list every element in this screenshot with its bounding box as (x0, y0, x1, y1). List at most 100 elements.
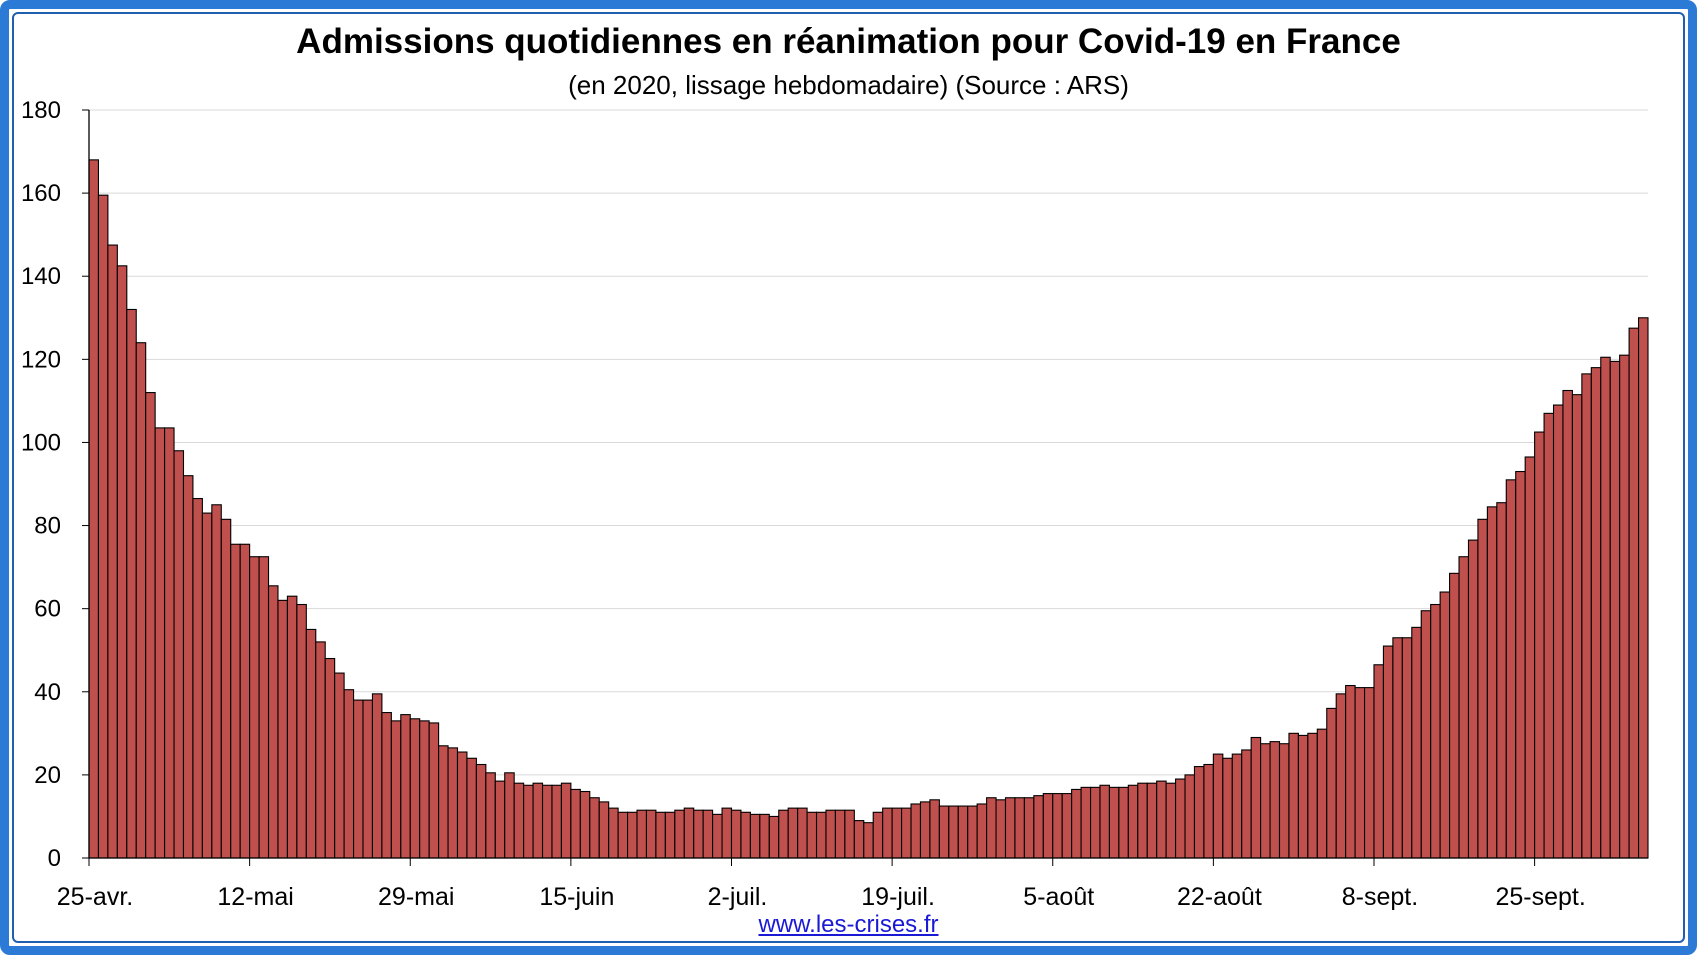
bar (532, 782, 544, 859)
chart-frame-inner-border (12, 12, 1685, 943)
bar (371, 693, 383, 859)
bar (929, 799, 940, 859)
bar (1562, 389, 1573, 859)
bar (1288, 732, 1299, 859)
bar (1543, 412, 1555, 859)
bar (1137, 782, 1148, 859)
bar (97, 194, 109, 859)
bar (853, 820, 865, 859)
bar (1505, 479, 1517, 859)
bar (1297, 734, 1309, 859)
y-tick-label: 120 (21, 346, 61, 373)
bar (88, 159, 99, 859)
bar (1278, 743, 1290, 859)
bar (617, 811, 629, 859)
bar (1609, 360, 1621, 859)
bar (768, 815, 780, 859)
bar (466, 757, 477, 859)
bar (967, 805, 978, 859)
bar (1600, 356, 1611, 859)
x-tick-label: 19-juil. (861, 883, 935, 911)
bar (740, 811, 751, 859)
bar (655, 811, 666, 859)
bar (1118, 786, 1129, 859)
bar (438, 745, 449, 859)
bar (1534, 431, 1545, 859)
x-tick-label: 29-mai (378, 883, 454, 911)
bar (1023, 797, 1035, 859)
bar (494, 780, 506, 859)
bar (730, 809, 742, 859)
bar (249, 556, 260, 859)
bar (797, 807, 808, 859)
bar (1571, 394, 1583, 859)
bar (627, 811, 638, 859)
bar (759, 813, 770, 859)
bars (88, 159, 1649, 859)
bar (541, 784, 553, 859)
bar (145, 392, 156, 859)
bar (1458, 556, 1470, 859)
bar (1439, 591, 1451, 859)
bar (778, 809, 789, 859)
bar (1156, 780, 1167, 859)
bar (277, 599, 288, 859)
bar (1014, 797, 1025, 859)
bar (1392, 637, 1403, 859)
bar (409, 718, 421, 859)
y-tick-labels: 0 20 40 60 80 100 120 140 160 180 (21, 97, 61, 872)
bar (598, 801, 610, 859)
y-tick-label: 40 (34, 679, 61, 706)
bar (1364, 687, 1375, 859)
y-tick-label: 100 (21, 429, 61, 456)
bar (1231, 753, 1243, 859)
bar (192, 497, 203, 859)
bar (1373, 664, 1384, 859)
bar (1061, 793, 1073, 859)
x-tick-label: 2-juil. (708, 883, 768, 911)
bar (1411, 626, 1422, 859)
chart-title: Admissions quotidiennes en réanimation p… (296, 22, 1401, 61)
bar (164, 427, 175, 859)
bar (220, 518, 232, 859)
x-tick-label: 12-mai (217, 883, 293, 911)
bar (1203, 763, 1214, 859)
bar (863, 822, 874, 859)
bar (721, 807, 733, 859)
bar (1316, 728, 1328, 859)
bar (1042, 793, 1054, 859)
bar (475, 763, 487, 859)
y-tick-label: 80 (34, 513, 61, 540)
bar (1165, 782, 1177, 859)
bar (1080, 786, 1092, 859)
bar (230, 543, 241, 859)
bar (1052, 793, 1063, 859)
axes (82, 109, 1648, 866)
bar (126, 308, 137, 859)
bar (1269, 741, 1281, 859)
bar (1307, 732, 1318, 859)
bar (1420, 610, 1432, 859)
bar (1590, 367, 1602, 859)
bar (1184, 774, 1196, 859)
x-tick-labels: 25-avr. 12-mai 29-mai 15-juin 2-juil. 19-juil… (57, 883, 1586, 911)
bar (882, 807, 893, 859)
bar (456, 751, 468, 859)
bar (1477, 518, 1488, 859)
bar (1335, 693, 1347, 859)
bar (1524, 456, 1536, 859)
bar (891, 807, 903, 859)
bar (1099, 784, 1110, 859)
bar (1004, 797, 1016, 859)
source-link[interactable]: www.les-crises.fr (758, 911, 939, 938)
bar (806, 811, 818, 859)
bar (1467, 539, 1479, 859)
bar (107, 244, 118, 859)
bar (901, 807, 912, 859)
bar (201, 512, 213, 859)
bar (1127, 784, 1139, 859)
bar (324, 657, 336, 859)
bar (1089, 786, 1101, 859)
bar (834, 809, 846, 859)
bar (1401, 637, 1413, 859)
